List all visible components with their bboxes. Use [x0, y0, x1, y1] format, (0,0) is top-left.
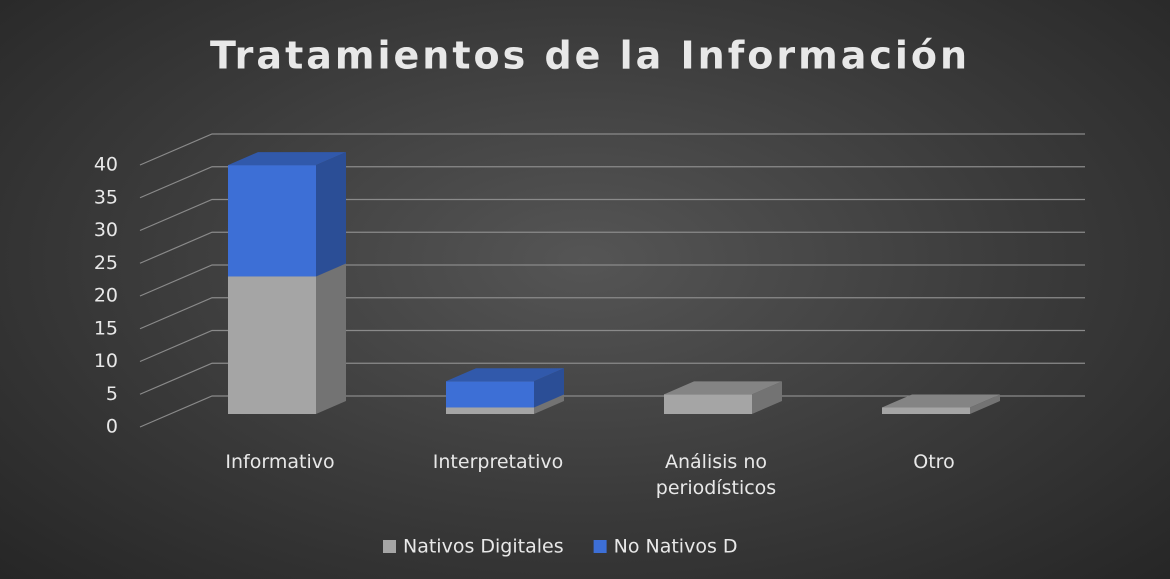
x-tick-label: Otro [913, 451, 955, 473]
grid-line [139, 362, 1085, 395]
legend-swatch [383, 540, 396, 553]
chart-title: Tratamientos de la Información [210, 34, 970, 78]
bar-front [882, 407, 970, 414]
y-tick-label: 10 [94, 350, 118, 372]
bar-top [446, 368, 564, 382]
bar-front [664, 394, 752, 414]
x-tick-label: Informativo [225, 451, 335, 473]
x-tick-label: Análisis no periodísticos [655, 451, 777, 499]
y-tick-label: 40 [94, 154, 118, 176]
grid-line [139, 395, 1085, 428]
bar-top [664, 381, 782, 395]
bar-front [228, 165, 316, 277]
bar-side [970, 394, 1000, 414]
grid-line [139, 231, 1085, 264]
bar-side [534, 394, 564, 414]
bar-side [316, 152, 346, 277]
y-tick-label: 15 [94, 317, 118, 339]
bar-front [446, 381, 534, 408]
grid-line [139, 264, 1085, 297]
y-tick-label: 20 [94, 285, 118, 307]
legend-label: Nativos Digitales [403, 536, 564, 558]
bar-front [446, 407, 534, 414]
legend-swatch [593, 540, 607, 553]
y-tick-label: 35 [94, 186, 118, 208]
grid-line [139, 297, 1085, 330]
grid-line [139, 166, 1085, 199]
x-tick-label: Interpretativo [432, 451, 564, 473]
grid-line [139, 133, 1085, 166]
grid-line [139, 329, 1085, 363]
y-tick-label: 0 [106, 416, 118, 438]
bar-top [228, 152, 346, 166]
y-tick-label: 5 [106, 383, 118, 405]
grid-line [139, 198, 1085, 232]
legend-label: No Nativos D [614, 536, 738, 558]
bar-front [228, 276, 316, 414]
bar-side [316, 263, 346, 414]
bar-side [534, 368, 564, 408]
y-tick-label: 25 [94, 252, 118, 274]
bar-top [882, 394, 1000, 408]
y-tick-label: 30 [94, 219, 118, 241]
bar-side [752, 381, 782, 414]
